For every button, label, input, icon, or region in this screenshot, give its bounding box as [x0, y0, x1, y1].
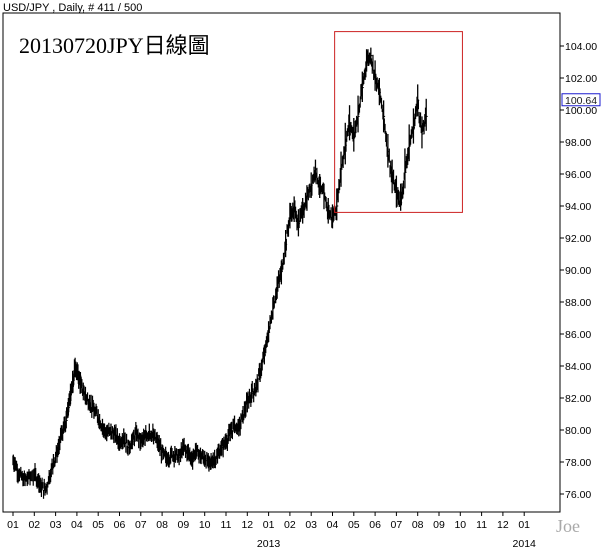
y-tick-label: 86.00: [565, 329, 591, 341]
y-axis: 76.00 78.00 80.00 82.00 84.00 86.00 88.00 90.00…: [560, 41, 597, 501]
x-tick-label: 01: [518, 519, 530, 531]
y-tick-label: 94.00: [565, 201, 591, 213]
x-tick-label: 01: [7, 519, 19, 531]
x-tick-label: 11: [221, 519, 232, 531]
x-tick-label: 06: [114, 519, 126, 531]
x-tick-label: 04: [71, 519, 83, 531]
y-tick-label: 90.00: [565, 265, 591, 277]
last-price-box: [561, 93, 601, 107]
x-tick-label: 03: [50, 519, 62, 531]
x-tick-label: 02: [284, 519, 296, 531]
y-tick-label: 80.00: [565, 425, 591, 437]
price-series: [12, 47, 428, 499]
chart-title: 20130720JPY日線圖: [19, 33, 210, 58]
y-tick-label: 92.00: [565, 233, 591, 245]
x-tick-label: 06: [369, 519, 381, 531]
x-axis: 01 02 03 04 05 06 07 08 09 10 11 12 01 02 03 04 05 06 07 08…: [7, 512, 536, 550]
x-tick-label: 09: [433, 519, 445, 531]
x-tick-label: 11: [476, 519, 487, 531]
x-tick-label: 05: [92, 519, 104, 531]
y-tick-label: 88.00: [565, 297, 591, 309]
x-tick-label: 09: [178, 519, 190, 531]
x-tick-label: 03: [305, 519, 317, 531]
y-tick-label: 84.00: [565, 361, 591, 373]
y-tick-label: 82.00: [565, 393, 591, 405]
x-tick-label: 02: [28, 519, 40, 531]
y-tick-label: 96.00: [565, 169, 591, 181]
x-year-label: 2013: [257, 538, 281, 550]
y-tick-label: 76.00: [565, 489, 591, 501]
last-price-marker: 100.64: [561, 93, 601, 107]
y-tick-label: 98.00: [565, 137, 591, 149]
y-tick-label: 78.00: [565, 457, 591, 469]
last-price-label: 100.64: [565, 95, 597, 107]
watermark: Joe: [556, 516, 580, 536]
x-tick-label: 08: [156, 519, 168, 531]
x-tick-label: 04: [327, 519, 339, 531]
x-tick-label: 05: [348, 519, 360, 531]
x-tick-label: 10: [454, 519, 466, 531]
x-tick-label: 08: [412, 519, 424, 531]
x-tick-label: 07: [391, 519, 403, 531]
x-tick-label: 01: [263, 519, 275, 531]
y-tick-label: 104.00: [565, 41, 597, 53]
y-tick-label: 102.00: [565, 73, 597, 85]
highlight-box: [334, 31, 463, 213]
instrument-info: USD/JPY , Daily, # 411 / 500: [3, 2, 142, 14]
x-tick-label: 07: [135, 519, 147, 531]
x-year-label: 2014: [513, 538, 537, 550]
x-tick-label: 12: [497, 519, 509, 531]
x-tick-label: 12: [241, 519, 253, 531]
y-tick-label: 100.00: [565, 105, 597, 117]
x-tick-label: 10: [199, 519, 211, 531]
